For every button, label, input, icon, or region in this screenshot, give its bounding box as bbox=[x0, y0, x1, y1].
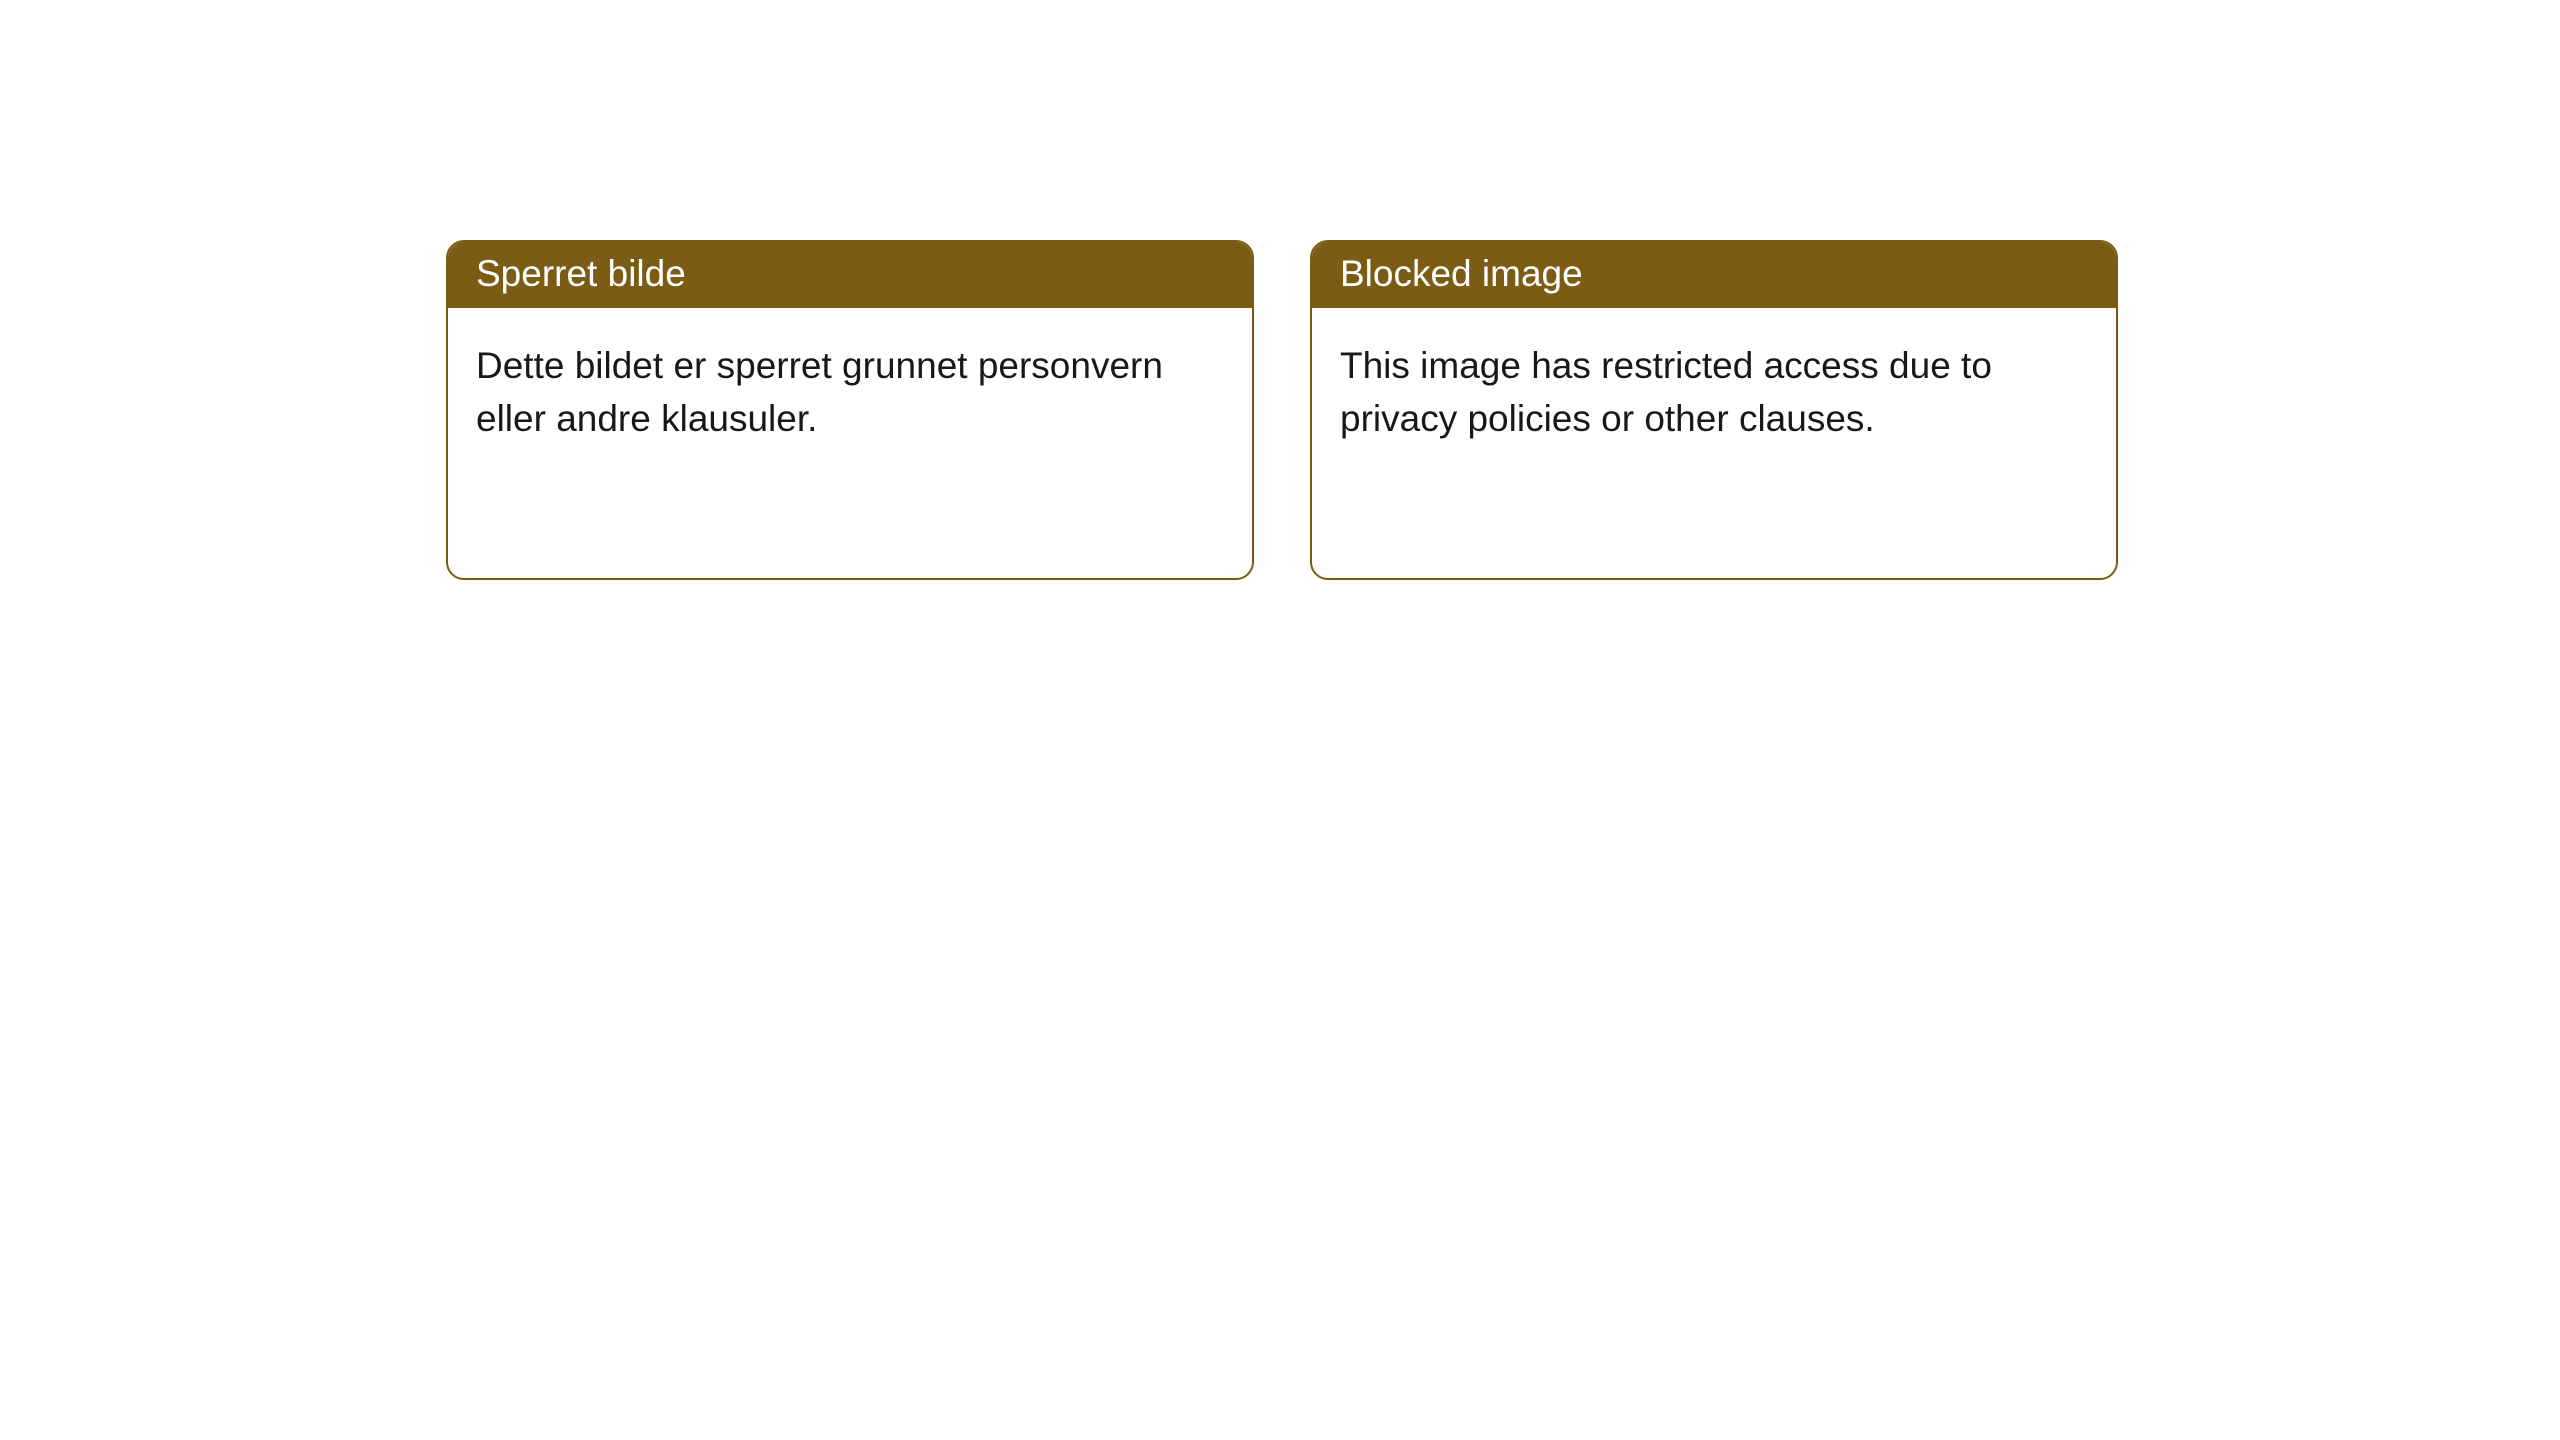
notice-container: Sperret bilde Dette bildet er sperret gr… bbox=[0, 0, 2560, 580]
notice-title: Sperret bilde bbox=[476, 253, 686, 294]
notice-header: Blocked image bbox=[1312, 242, 2116, 308]
notice-card-english: Blocked image This image has restricted … bbox=[1310, 240, 2118, 580]
notice-header: Sperret bilde bbox=[448, 242, 1252, 308]
notice-title: Blocked image bbox=[1340, 253, 1583, 294]
notice-card-norwegian: Sperret bilde Dette bildet er sperret gr… bbox=[446, 240, 1254, 580]
notice-body: This image has restricted access due to … bbox=[1312, 308, 2116, 473]
notice-body: Dette bildet er sperret grunnet personve… bbox=[448, 308, 1252, 473]
notice-body-text: Dette bildet er sperret grunnet personve… bbox=[476, 345, 1163, 439]
notice-body-text: This image has restricted access due to … bbox=[1340, 345, 1992, 439]
